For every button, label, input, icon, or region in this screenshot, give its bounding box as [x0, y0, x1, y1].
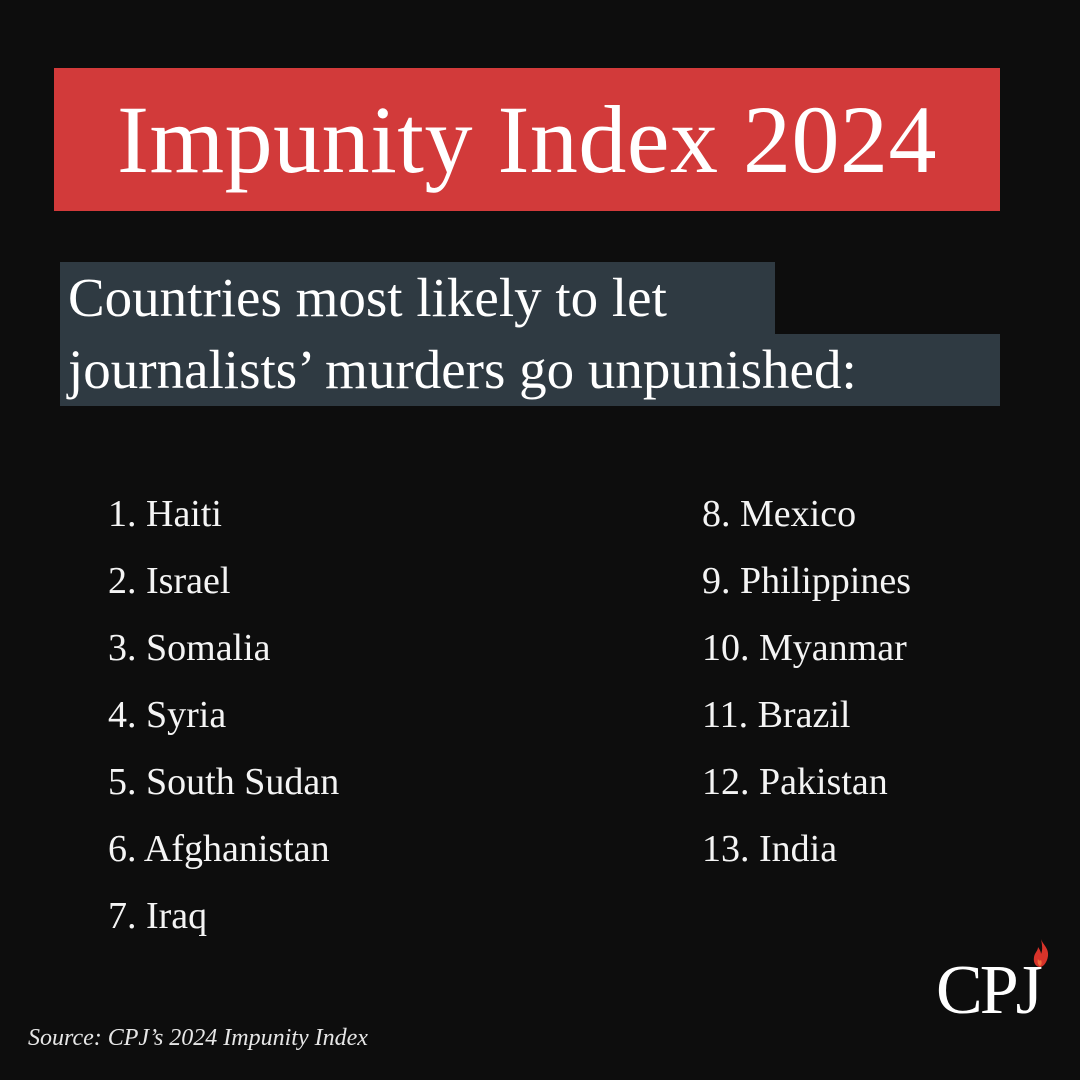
list-item: 6. Afghanistan [108, 828, 330, 870]
list-item: 2. Israel [108, 560, 231, 602]
subtitle-line-1: Countries most likely to let [60, 262, 775, 334]
list-item: 13. India [702, 828, 838, 870]
list-item: 4. Syria [108, 694, 227, 736]
logo-text: CPJ [936, 952, 1043, 1029]
flame-icon [1033, 939, 1049, 967]
list-item: 5. South Sudan [108, 761, 340, 803]
subtitle-line-2: journalists’ murders go unpunished: [60, 334, 1000, 406]
list-item: 7. Iraq [108, 895, 208, 937]
country-list-left: 1. Haiti 2. Israel 3. Somalia 4. Syria 5… [108, 481, 339, 950]
list-item: 9. Philippines [702, 560, 912, 602]
list-item: 8. Mexico [702, 493, 857, 535]
title-banner: Impunity Index 2024 [54, 68, 1000, 211]
list-item: 12. Pakistan [702, 761, 888, 803]
list-item: 11. Brazil [702, 694, 851, 736]
list-item: 10. Myanmar [702, 627, 907, 669]
country-list-right: 8. Mexico 9. Philippines 10. Myanmar 11.… [702, 481, 911, 883]
cpj-logo: CPJ [936, 938, 1056, 1050]
list-item: 1. Haiti [108, 493, 222, 535]
list-item: 3. Somalia [108, 627, 271, 669]
page-title: Impunity Index 2024 [116, 85, 938, 193]
source-caption: Source: CPJ’s 2024 Impunity Index [28, 1025, 368, 1051]
